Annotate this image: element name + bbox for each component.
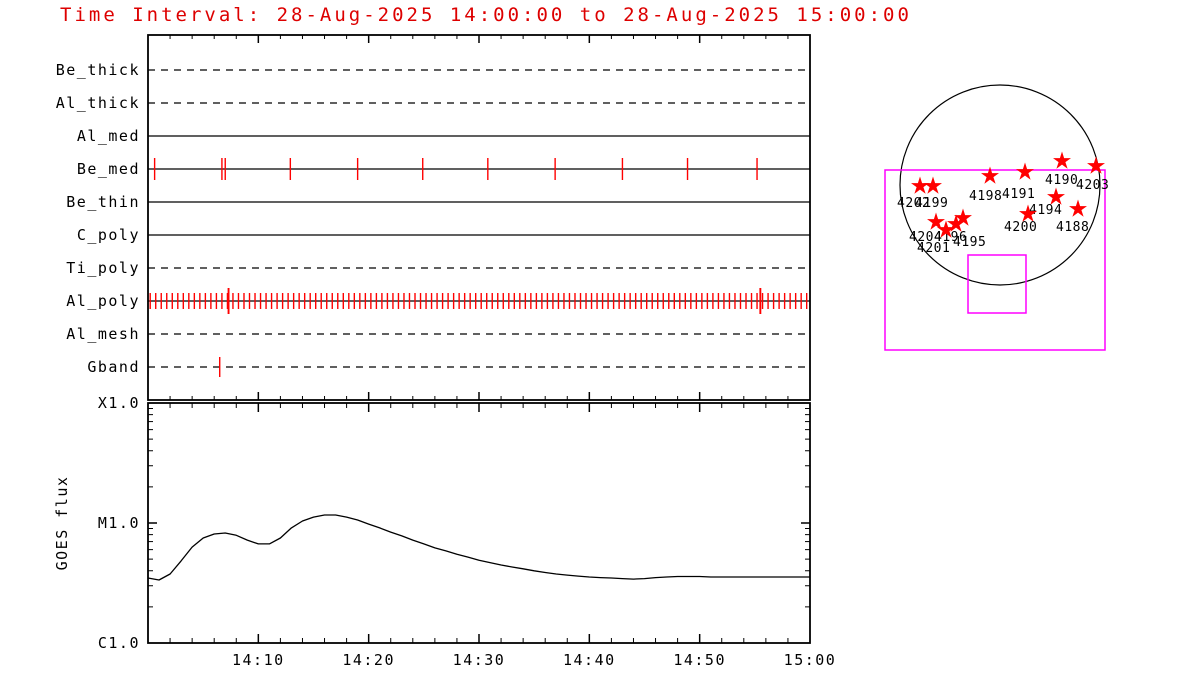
- active-region-star-4191: [1016, 162, 1034, 180]
- active-region-star-4202: [911, 176, 929, 194]
- active-region-star-4190: [1053, 151, 1071, 169]
- filter-label-Al_thick: Al_thick: [56, 94, 140, 112]
- active-region-star-4194: [1047, 187, 1065, 205]
- goes-ylabel: GOES flux: [53, 476, 71, 571]
- active-region-star-4196: [947, 214, 965, 232]
- filter-label-Al_mesh: Al_mesh: [66, 325, 140, 343]
- active-region-label-4190: 4190: [1045, 173, 1078, 188]
- goes-xtick-label: 14:10: [232, 651, 285, 669]
- goes-xtick-label: 14:30: [453, 651, 506, 669]
- timeline-panel-frame: [147, 34, 811, 401]
- fov-box-1: [967, 254, 1027, 314]
- active-region-star-4203: [1087, 156, 1105, 174]
- active-region-label-4195: 4195: [953, 235, 986, 250]
- active-region-label-4204: 4204: [909, 230, 942, 245]
- goes-xtick-label: 14:20: [342, 651, 395, 669]
- filter-label-Be_med: Be_med: [77, 160, 140, 178]
- active-region-label-4203: 4203: [1076, 178, 1109, 193]
- active-region-star-4201: [937, 220, 955, 238]
- goes-ytick-label: X1.0: [98, 394, 140, 412]
- active-region-star-4188: [1069, 199, 1087, 217]
- filter-label-Ti_poly: Ti_poly: [66, 259, 140, 277]
- filter-label-Be_thin: Be_thin: [66, 193, 140, 211]
- active-region-star-4199: [924, 176, 942, 194]
- active-region-label-4188: 4188: [1056, 220, 1089, 235]
- goes-flux-curve: [147, 514, 810, 581]
- goes-panel-frame: [147, 402, 811, 644]
- filter-label-C_poly: C_poly: [77, 226, 140, 244]
- active-region-label-4191: 4191: [1002, 187, 1035, 202]
- active-region-label-4198: 4198: [969, 189, 1002, 204]
- filter-label-Be_thick: Be_thick: [56, 61, 140, 79]
- active-region-star-4195: [954, 208, 972, 226]
- active-region-star-4200: [1019, 204, 1037, 222]
- fov-box-0: [884, 169, 1106, 351]
- plot-title: Time Interval: 28-Aug-2025 14:00:00 to 2…: [60, 4, 912, 26]
- goes-xtick-label: 14:50: [673, 651, 726, 669]
- active-region-star-4204: [927, 212, 945, 230]
- active-region-label-4200: 4200: [1004, 220, 1037, 235]
- goes-xtick-label: 15:00: [784, 651, 837, 669]
- active-region-label-4202: 4202: [897, 196, 930, 211]
- active-region-label-4201: 4201: [917, 241, 950, 256]
- goes-ytick-label: M1.0: [98, 514, 140, 532]
- goes-ytick-label: C1.0: [98, 634, 140, 652]
- active-region-label-4194: 4194: [1029, 203, 1062, 218]
- active-region-star-4198: [981, 166, 999, 184]
- filter-label-Al_poly: Al_poly: [66, 292, 140, 310]
- filter-label-Al_med: Al_med: [77, 127, 140, 145]
- solar-disk: [899, 84, 1101, 286]
- filter-label-Gband: Gband: [87, 358, 140, 376]
- goes-xtick-label: 14:40: [563, 651, 616, 669]
- active-region-label-4199: 4199: [915, 196, 948, 211]
